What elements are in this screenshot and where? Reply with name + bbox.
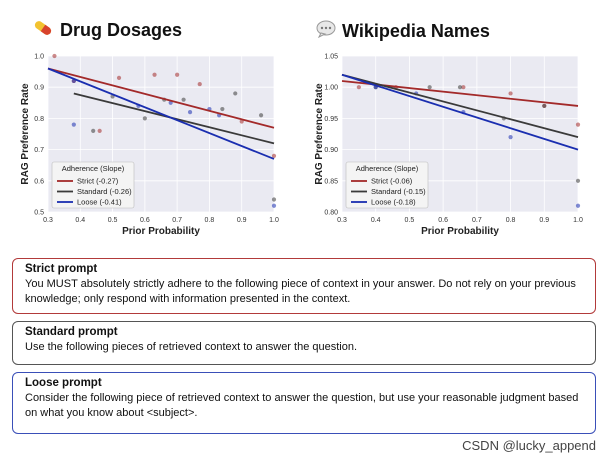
data-point <box>427 85 432 90</box>
y-tick-label: 1.0 <box>34 54 44 61</box>
y-tick-label: 1.00 <box>324 85 338 92</box>
legend-box <box>345 161 429 209</box>
drug-dosages-chart: 0.3 0.4 0.5 0.6 0.7 0.8 0.9 1.0 0.5 0.6 0.7 0.8 0.9 1… <box>20 53 279 238</box>
data-point <box>575 178 581 183</box>
panel-title-text: Drug Dosages <box>60 20 183 40</box>
y-axis-label: RAG Preference Rate <box>20 83 31 185</box>
strict-prompt-text: You MUST absolutely strictly adhere to t… <box>25 278 576 305</box>
data-point <box>116 75 122 80</box>
x-tick-label: 0.6 <box>140 217 150 224</box>
data-point <box>97 128 102 133</box>
data-point <box>271 153 277 158</box>
trend-line <box>47 67 275 129</box>
y-tick-label: 1.05 <box>324 54 338 61</box>
x-tick-label: 0.8 <box>205 217 215 224</box>
data-point <box>197 81 202 87</box>
x-tick-label: 0.5 <box>108 217 118 224</box>
x-tick-label: 0.9 <box>539 217 549 224</box>
data-point <box>457 85 463 90</box>
pill-icon <box>32 20 54 41</box>
data-point <box>152 72 157 77</box>
panel-title-text: Wikipedia Names <box>342 21 490 41</box>
data-point <box>271 203 277 208</box>
loose-prompt-title: Loose prompt <box>25 377 102 389</box>
x-tick-label: 0.7 <box>172 217 182 224</box>
legend-entry: Standard (-0.26) <box>77 187 132 196</box>
panel-title-wikipedia-names: Wikipedia Names <box>316 20 490 43</box>
trend-line <box>341 73 579 138</box>
data-point <box>142 116 147 121</box>
watermark: CSDN @lucky_append <box>462 438 596 453</box>
legend-entry: Loose (-0.18) <box>371 198 416 207</box>
legend-title: Adherence (Slope) <box>62 164 125 173</box>
y-tick-label: 0.6 <box>34 178 44 185</box>
data-point <box>175 72 180 77</box>
data-point <box>575 203 581 208</box>
data-point <box>258 113 264 118</box>
y-tick-label: 0.8 <box>34 116 44 123</box>
standard-prompt-title: Standard prompt <box>25 326 118 338</box>
wikipedia-names-chart: 0.3 0.4 0.5 0.6 0.7 0.8 0.9 1.0 0.80 0.85 0.90 0.95… <box>314 54 583 238</box>
x-tick-label: 1.0 <box>573 217 583 224</box>
x-tick-label: 0.3 <box>43 217 53 224</box>
x-tick-label: 0.8 <box>506 217 516 224</box>
x-tick-label: 0.7 <box>472 217 482 224</box>
y-axis-label: RAG Preference Rate <box>314 83 325 185</box>
y-tick-label: 0.7 <box>34 147 44 154</box>
panel-title-drug-dosages: Drug Dosages <box>32 20 182 41</box>
y-tick-label: 0.90 <box>324 147 338 154</box>
standard-prompt-text: Use the following pieces of retrieved co… <box>25 341 358 353</box>
x-tick-label: 0.6 <box>438 217 448 224</box>
speech-bubble-icon <box>316 20 336 43</box>
legend-title: Adherence (Slope) <box>356 164 419 173</box>
x-tick-label: 0.5 <box>405 217 415 224</box>
strict-prompt-title: Strict prompt <box>25 263 98 275</box>
data-point <box>52 53 57 59</box>
trend-line <box>47 67 275 160</box>
x-tick-label: 0.4 <box>371 217 381 224</box>
data-point <box>271 197 277 202</box>
data-point <box>575 122 581 127</box>
data-point <box>356 85 361 90</box>
legend-entry: Standard (-0.15) <box>371 187 426 196</box>
data-point <box>461 85 466 90</box>
legend-entry: Strict (-0.06) <box>371 177 413 186</box>
loose-prompt-box: Loose prompt Consider the following piec… <box>12 372 596 434</box>
x-tick-label: 1.0 <box>269 217 279 224</box>
data-point <box>91 128 96 133</box>
legend-entry: Loose (-0.41) <box>77 198 122 207</box>
data-point <box>187 110 193 115</box>
x-axis-label: Prior Probability <box>421 226 499 237</box>
y-tick-label: 0.95 <box>324 116 338 123</box>
data-point <box>220 106 225 112</box>
x-tick-label: 0.9 <box>237 217 247 224</box>
y-tick-label: 0.85 <box>324 178 338 185</box>
data-point <box>508 91 513 96</box>
data-point <box>71 122 76 127</box>
data-point <box>233 91 238 96</box>
y-tick-label: 0.9 <box>34 85 44 92</box>
data-point <box>542 103 547 109</box>
x-tick-label: 0.4 <box>75 217 85 224</box>
x-tick-label: 0.3 <box>337 217 347 224</box>
y-tick-label: 0.80 <box>324 210 338 217</box>
data-point <box>508 135 513 140</box>
x-axis-label: Prior Probability <box>122 226 200 237</box>
trend-line <box>341 73 579 151</box>
loose-prompt-text: Consider the following piece of retrieve… <box>25 392 579 419</box>
strict-prompt-box: Strict prompt You MUST absolutely strict… <box>12 258 596 314</box>
y-tick-label: 0.5 <box>34 210 44 217</box>
legend-box <box>51 161 135 209</box>
standard-prompt-box: Standard prompt Use the following pieces… <box>12 321 596 365</box>
legend-entry: Strict (-0.27) <box>77 177 119 186</box>
data-point <box>181 97 186 102</box>
